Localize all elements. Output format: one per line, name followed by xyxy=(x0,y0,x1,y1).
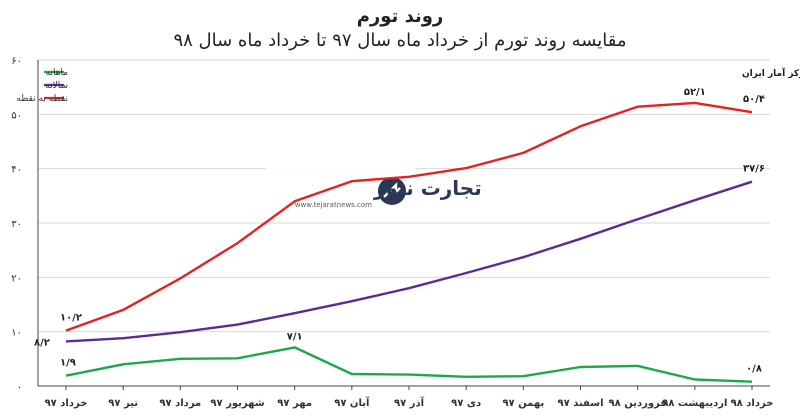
data-label: ۰/۸ xyxy=(746,364,762,375)
watermark-site: www.tejaratnews.com xyxy=(295,201,372,209)
y-tick-label: ۵۰ xyxy=(11,110,22,121)
series-lines xyxy=(65,101,753,383)
legend-label-annual: سالانه xyxy=(45,81,68,91)
x-axis: خرداد ۹۷ تیر ۹۷ مرداد ۹۷ شهریور ۹۷ مهر ۹۷ آبا… xyxy=(38,385,774,409)
tejaratnews-logo-icon xyxy=(378,177,406,205)
y-tick-label: ۶۰ xyxy=(11,56,22,67)
y-tick-label: ۲۰ xyxy=(11,273,22,284)
x-tick-label: فروردین ۹۸ xyxy=(609,398,667,409)
data-label: ۱/۹ xyxy=(60,358,76,369)
legend-label-point: نقطه به نقطه xyxy=(16,94,68,104)
data-label: ۵۲/۱ xyxy=(684,87,706,98)
chart-title: روند تورم xyxy=(356,6,444,27)
x-tick-label: مرداد ۹۷ xyxy=(159,398,201,409)
x-tick-label: خرداد ۹۷ xyxy=(45,398,88,409)
series-line-monthly xyxy=(65,346,753,383)
data-label: ۱۰/۲ xyxy=(60,313,82,324)
y-tick-label: ۰ xyxy=(17,382,22,393)
x-tick-label: خرداد ۹۸ xyxy=(731,398,774,409)
data-label: ۷/۱ xyxy=(287,331,303,342)
x-tick-label: مهر ۹۷ xyxy=(277,398,312,409)
y-tick-label: ۳۰ xyxy=(11,219,22,230)
watermark-name: تجارت نیوز xyxy=(373,176,482,200)
y-axis: ۰ ۱۰ ۲۰ ۳۰ ۴۰ ۵۰ ۶۰ xyxy=(11,56,39,393)
legend-label-monthly: ماهانه xyxy=(46,68,69,78)
legend: ماهانه سالانه نقطه به نقطه xyxy=(16,68,68,104)
x-tick-label: شهریور ۹۷ xyxy=(210,398,264,409)
x-tick-label: آبان ۹۷ xyxy=(334,396,370,409)
x-tick-label: تیر ۹۷ xyxy=(108,398,138,409)
series-line-point xyxy=(65,101,753,332)
arrow-up-icon xyxy=(383,182,401,198)
tejaratnews-watermark: تجارت نیوز www.tejaratnews.com xyxy=(266,168,482,214)
y-tick-label: ۴۰ xyxy=(11,165,22,176)
data-label: ۸/۲ xyxy=(34,337,50,348)
data-labels: ۱۰/۲ ۸/۲ ۱/۹ ۷/۱ ۵۲/۱ ۵۰/۴ ۳۷/۶ ۰/۸ xyxy=(34,87,765,375)
x-tick-label: آذر ۹۷ xyxy=(394,396,425,409)
x-tick-label: دی ۹۷ xyxy=(451,398,481,409)
data-label: ۳۷/۶ xyxy=(743,164,765,175)
chart-subtitle: مقایسه روند تورم از خرداد ماه سال ۹۷ تا … xyxy=(173,30,627,51)
grid-lines xyxy=(38,59,770,333)
source-note: منبع: مرکز آمار ایران xyxy=(742,67,800,79)
series-line-annual xyxy=(65,180,753,343)
y-tick-label: ۱۰ xyxy=(11,328,22,339)
x-tick-label: اسفند ۹۷ xyxy=(557,398,603,409)
data-label: ۵۰/۴ xyxy=(743,94,765,105)
x-tick-label: اردیبهشت ۹۸ xyxy=(662,398,727,409)
x-tick-label: بهمن ۹۷ xyxy=(502,398,544,409)
